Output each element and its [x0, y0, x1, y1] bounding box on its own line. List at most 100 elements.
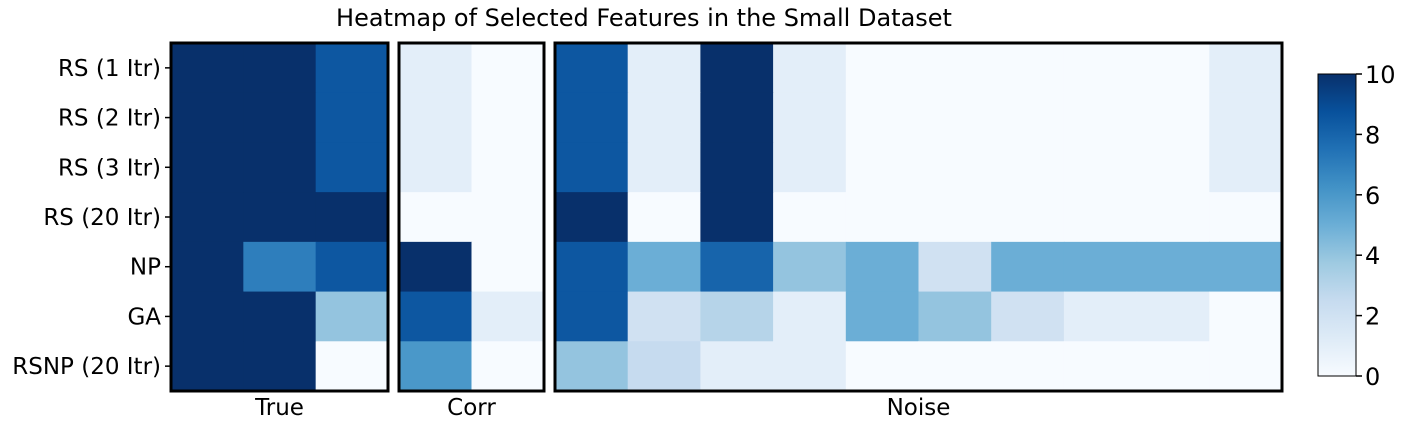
- colorbar-tick-label: 8: [1365, 121, 1380, 149]
- heatmap-cell: [1209, 192, 1283, 243]
- heatmap-cell: [1209, 92, 1283, 144]
- heatmap-cell: [991, 92, 1065, 144]
- heatmap-cell: [399, 192, 473, 243]
- heatmap-cell: [1136, 291, 1210, 342]
- heatmap-cell: [627, 192, 701, 243]
- heatmap-cell: [845, 341, 920, 392]
- heatmap-cell: [315, 341, 389, 392]
- heatmap-cell: [918, 142, 992, 193]
- heatmap-cell: [171, 43, 244, 94]
- heatmap-cell: [171, 341, 244, 392]
- heatmap-cell: [773, 192, 847, 243]
- panel-noise: Noise: [553, 41, 1284, 421]
- heatmap-cell: [627, 142, 701, 193]
- heatmap-cell: [991, 241, 1065, 293]
- colorbar-gradient: [1317, 73, 1357, 377]
- heatmap-cell: [171, 291, 244, 342]
- heatmap-cell: [399, 43, 473, 94]
- heatmap-cell: [1136, 192, 1210, 243]
- heatmap-cell: [1063, 341, 1138, 392]
- heatmap-cell: [845, 92, 920, 144]
- heatmap-cell: [700, 92, 774, 144]
- heatmap-cell: [918, 92, 992, 144]
- panel-label: Corr: [447, 395, 496, 421]
- heatmap-cell: [1063, 43, 1138, 94]
- heatmap-cell: [991, 291, 1065, 342]
- panel-frame: [553, 41, 1284, 393]
- colorbar: 0 2 4 6 8 10: [1317, 61, 1396, 391]
- heatmap-cell: [171, 92, 244, 144]
- panel-label: True: [254, 395, 304, 421]
- heatmap-cell: [1063, 92, 1138, 144]
- heatmap-cell: [471, 341, 545, 392]
- heatmap-cell: [1136, 241, 1210, 293]
- row-label: RS (2 Itr): [58, 106, 161, 132]
- heatmap-cell: [399, 291, 473, 342]
- heatmap-cell: [1063, 291, 1138, 342]
- heatmap-cell: [1136, 92, 1210, 144]
- heatmap-cell: [627, 241, 701, 293]
- heatmap-cell: [918, 43, 992, 94]
- heatmap-cell: [918, 241, 992, 293]
- heatmap-cell: [243, 43, 317, 94]
- heatmap-cell: [1209, 142, 1283, 193]
- heatmap-cell: [627, 92, 701, 144]
- heatmap-cell: [700, 43, 774, 94]
- heatmap-cell: [471, 92, 545, 144]
- colorbar-tick-label: 4: [1365, 242, 1380, 270]
- heatmap-cell: [555, 142, 629, 193]
- heatmap-cell: [627, 43, 701, 94]
- colorbar-tick-label: 2: [1365, 303, 1380, 331]
- heatmap-cell: [991, 43, 1065, 94]
- heatmap-cell: [1209, 341, 1283, 392]
- heatmap-cell: [773, 92, 847, 144]
- heatmap-cell: [773, 43, 847, 94]
- heatmap-cell: [243, 142, 317, 193]
- heatmap-cell: [1209, 291, 1283, 342]
- heatmap-cell: [399, 241, 473, 293]
- heatmap-cell: [471, 192, 545, 243]
- panel-true: True: [169, 41, 390, 421]
- heatmap-cell: [555, 43, 629, 94]
- heatmap-cell: [555, 341, 629, 392]
- heatmap-cell: [700, 192, 774, 243]
- heatmap-cell: [773, 341, 847, 392]
- heatmap-cell: [315, 241, 389, 293]
- heatmap-cell: [773, 142, 847, 193]
- heatmap-cell: [315, 142, 389, 193]
- heatmap-cell: [1136, 142, 1210, 193]
- heatmap-cell: [1063, 142, 1138, 193]
- heatmap-cell: [1209, 241, 1283, 293]
- heatmap-cell: [171, 192, 244, 243]
- heatmap-cell: [700, 291, 774, 342]
- heatmap-cell: [845, 241, 920, 293]
- heatmap-cell: [991, 192, 1065, 243]
- panel-corr: Corr: [397, 41, 546, 421]
- heatmap-cell: [700, 142, 774, 193]
- row-label: RSNP (20 Itr): [12, 354, 161, 380]
- row-label: RS (20 Itr): [43, 205, 161, 231]
- heatmap-cell: [243, 192, 317, 243]
- heatmap-cell: [399, 92, 473, 144]
- heatmap-cell: [918, 192, 992, 243]
- row-label: RS (3 Itr): [58, 155, 161, 181]
- heatmap-cell: [1063, 192, 1138, 243]
- heatmap-cell: [1209, 43, 1283, 94]
- heatmap-cell: [845, 192, 920, 243]
- heatmap-cell: [845, 43, 920, 94]
- heatmap-cell: [315, 43, 389, 94]
- heatmap-cell: [700, 341, 774, 392]
- colorbar-tick-label: 6: [1365, 182, 1380, 210]
- row-label: NP: [130, 255, 161, 281]
- heatmap-cell: [315, 291, 389, 342]
- heatmap-cell: [243, 92, 317, 144]
- heatmap-cell: [845, 142, 920, 193]
- heatmap-cell: [845, 291, 920, 342]
- heatmap-cell: [991, 341, 1065, 392]
- heatmap-cell: [918, 291, 992, 342]
- heatmap-cell: [773, 291, 847, 342]
- row-label: RS (1 Itr): [58, 56, 161, 82]
- heatmap-cell: [991, 142, 1065, 193]
- heatmap-cell: [243, 341, 317, 392]
